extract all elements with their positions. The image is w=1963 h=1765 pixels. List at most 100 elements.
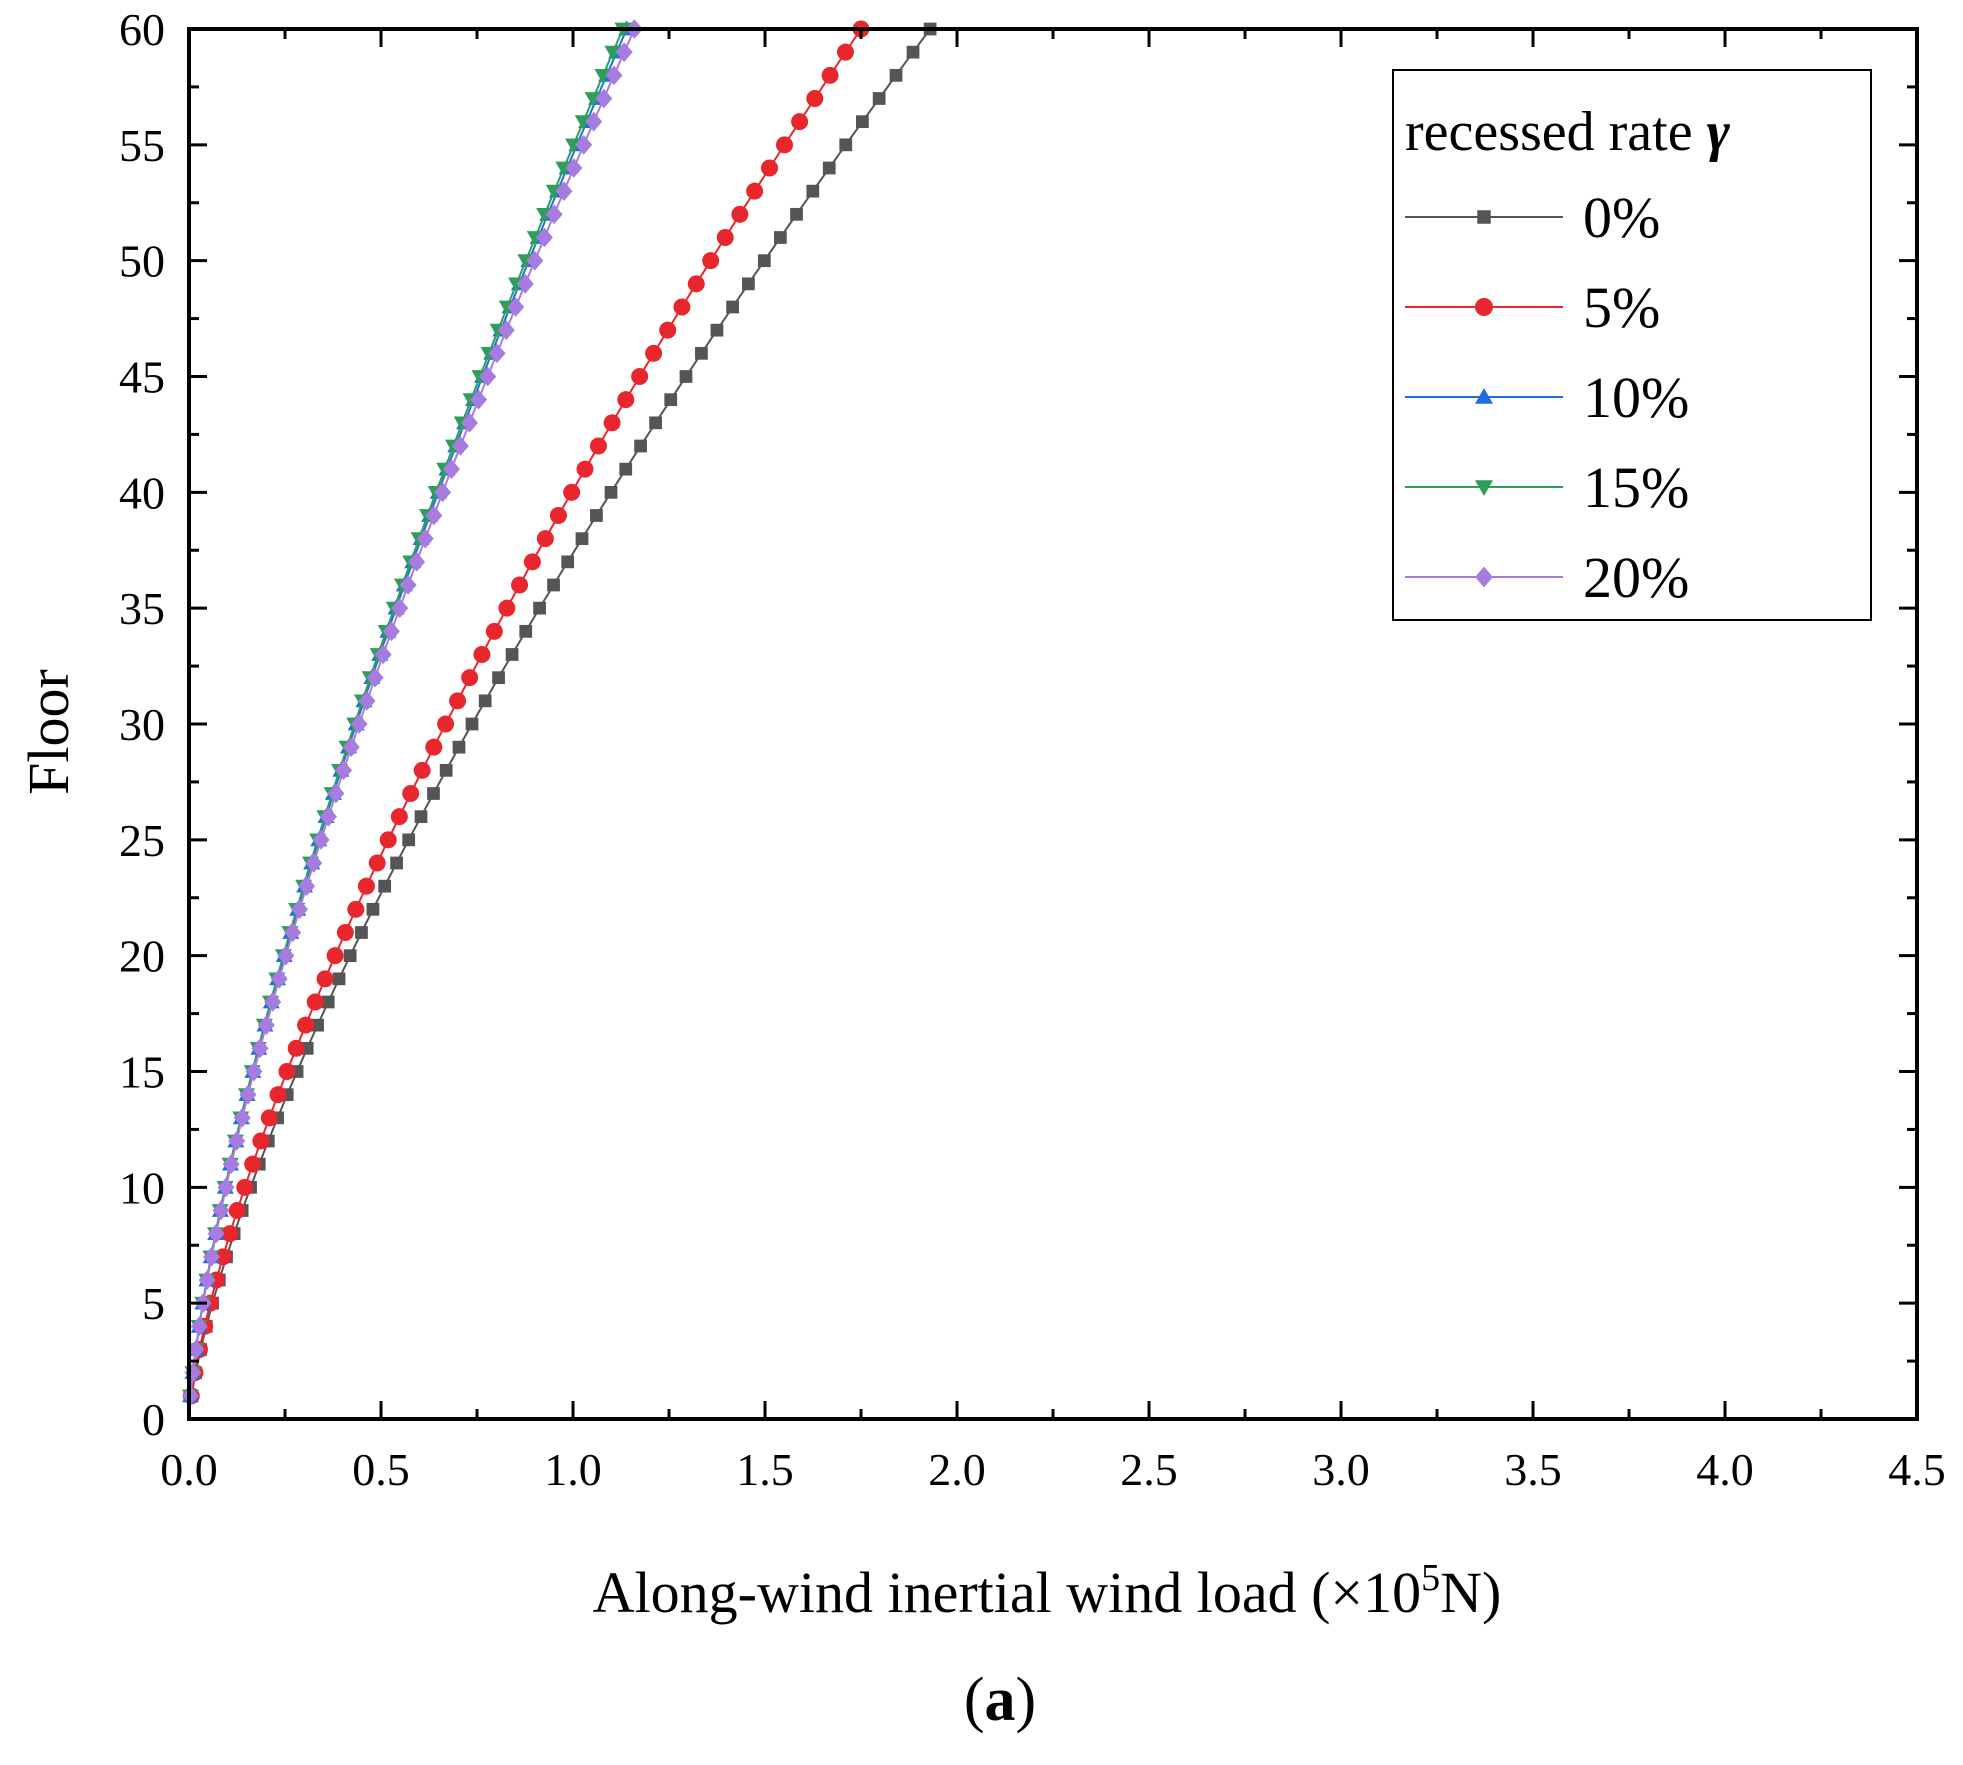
data-point	[287, 1039, 305, 1057]
data-point	[416, 528, 434, 549]
data-point	[726, 300, 739, 314]
data-point	[547, 578, 560, 592]
legend-entry: 15%	[1405, 455, 1689, 520]
legend-label: 0%	[1583, 185, 1660, 250]
legend-label: 20%	[1583, 545, 1689, 610]
y-tick-label: 15	[119, 1047, 165, 1098]
x-axis-title-suffix: N)	[1440, 1560, 1501, 1625]
data-point	[264, 992, 282, 1012]
series-line	[190, 28, 862, 1396]
data-point	[414, 810, 428, 824]
legend-entry: 20%	[1405, 545, 1689, 610]
data-point	[673, 298, 691, 316]
series-10pct	[181, 20, 636, 1403]
data-point	[378, 879, 392, 893]
data-point	[710, 323, 724, 337]
data-point	[306, 993, 324, 1011]
data-point	[526, 250, 544, 271]
x-tick-label: 1.0	[544, 1444, 602, 1495]
data-point	[270, 969, 288, 989]
data-point	[511, 576, 529, 594]
data-point	[222, 1154, 240, 1174]
data-point	[357, 877, 375, 895]
data-point	[617, 391, 635, 409]
data-point	[355, 926, 368, 939]
data-point	[217, 1177, 235, 1198]
data-point	[228, 1202, 246, 1219]
data-point	[679, 370, 693, 383]
data-point	[233, 1108, 251, 1128]
data-point	[244, 1155, 262, 1173]
data-point	[773, 231, 787, 244]
data-point	[479, 366, 497, 387]
data-point	[565, 158, 583, 178]
data-point	[327, 783, 345, 804]
data-point	[442, 459, 460, 479]
x-tick-label: 3.5	[1504, 1444, 1562, 1495]
legend: recessed rate γ 0% 5% 10% 15% 20%	[1392, 69, 1872, 621]
data-point	[576, 460, 594, 478]
x-tick-label: 2.0	[928, 1444, 986, 1495]
data-point	[757, 254, 771, 268]
data-point	[645, 344, 663, 362]
data-point	[603, 414, 621, 432]
data-point	[251, 1038, 269, 1059]
legend-marker	[1475, 480, 1493, 496]
y-tick-label: 35	[119, 583, 165, 634]
data-point	[545, 204, 563, 225]
x-tick-label: 4.0	[1696, 1444, 1754, 1495]
data-point	[872, 92, 886, 105]
data-point	[492, 671, 505, 685]
data-point	[358, 691, 376, 711]
data-point	[212, 1200, 230, 1221]
legend-entry: 0%	[1405, 185, 1660, 250]
legend-marker	[1475, 388, 1493, 404]
x-tick-label: 1.5	[736, 1444, 794, 1495]
data-point	[408, 552, 426, 572]
data-point	[746, 182, 764, 200]
data-point	[203, 1247, 221, 1267]
x-tick-label: 0.5	[352, 1444, 410, 1495]
data-point	[236, 1178, 254, 1196]
data-point	[425, 738, 443, 756]
x-axis-title-main: Along-wind inertial wind load (×10	[593, 1560, 1421, 1625]
data-point	[347, 900, 365, 918]
data-point	[791, 113, 809, 131]
data-point	[187, 1339, 205, 1360]
data-point	[390, 856, 403, 870]
data-point	[839, 138, 853, 152]
y-tick-label: 60	[119, 4, 165, 55]
data-point	[390, 808, 408, 826]
data-point	[284, 922, 302, 943]
legend-marker	[1475, 566, 1493, 588]
data-point	[776, 136, 794, 154]
data-point	[821, 66, 839, 84]
data-point	[742, 277, 755, 291]
y-tick-label: 50	[119, 236, 165, 287]
data-point	[594, 68, 612, 84]
legend-marker	[1477, 210, 1491, 224]
panel-label-letter: a	[985, 1666, 1016, 1734]
x-tick-label: 0.0	[160, 1444, 218, 1495]
data-point	[889, 68, 903, 82]
data-point	[619, 462, 633, 476]
legend-marker	[1475, 298, 1493, 316]
data-point	[605, 65, 623, 86]
data-point	[312, 830, 330, 850]
series-15pct	[181, 22, 632, 1405]
legend-title-text: recessed rate	[1405, 101, 1693, 163]
data-point	[649, 416, 662, 430]
data-point	[790, 207, 803, 221]
series-5pct	[182, 20, 870, 1405]
data-point	[305, 853, 323, 873]
data-point	[336, 924, 354, 941]
legend-entry: 10%	[1405, 365, 1689, 430]
y-tick-label: 45	[119, 352, 165, 403]
data-point	[575, 532, 589, 546]
y-tick-label: 10	[119, 1162, 165, 1213]
data-point	[536, 530, 554, 548]
legend-label: 10%	[1583, 365, 1689, 430]
data-point	[326, 947, 344, 965]
data-point	[402, 785, 420, 802]
